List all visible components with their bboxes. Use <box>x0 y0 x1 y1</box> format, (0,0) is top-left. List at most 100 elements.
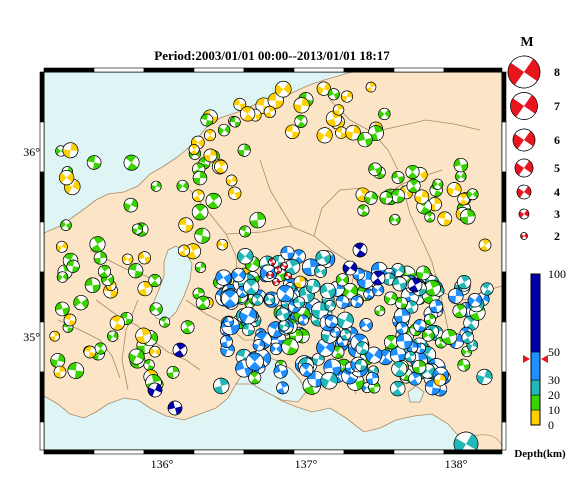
earthquake-event <box>459 208 476 225</box>
earthquake-event <box>229 116 241 128</box>
earthquake-event <box>128 263 144 279</box>
earthquake-event <box>336 311 354 329</box>
earthquake-event <box>390 188 406 204</box>
earthquake-event <box>60 219 72 231</box>
earthquake-event <box>316 127 333 144</box>
earthquake-event <box>368 162 382 177</box>
earthquake-event <box>66 259 80 273</box>
earthquake-event <box>97 264 112 279</box>
hamana-lake <box>407 385 425 403</box>
earthquake-event <box>311 301 329 320</box>
earthquake-event <box>421 328 435 342</box>
earthquake-event <box>73 295 89 311</box>
earthquake-event <box>217 123 231 137</box>
earthquake-event <box>225 174 238 187</box>
earthquake-event <box>412 359 427 374</box>
lon-label-136: 136° <box>151 457 174 471</box>
earthquake-event <box>314 264 327 278</box>
earthquake-event <box>278 320 290 332</box>
earthquake-event <box>327 88 340 101</box>
earthquake-event-shallow <box>433 373 447 387</box>
earthquake-event <box>55 301 70 317</box>
earthquake-event-shallow <box>83 345 97 359</box>
earthquake-event <box>455 170 467 183</box>
earthquake-event <box>274 80 292 98</box>
earthquake-event <box>453 157 468 173</box>
depth-tick-20: 20 <box>548 388 560 402</box>
magnitude-legend-ball <box>518 208 530 220</box>
magnitude-legend-ball <box>507 55 541 89</box>
magnitude-legend-ball <box>514 158 534 178</box>
earthquake-event <box>476 368 493 385</box>
earthquake-event <box>294 114 308 128</box>
depth-band <box>530 379 541 396</box>
earthquake-event <box>406 178 421 193</box>
magnitude-legend-label: 5 <box>554 161 560 175</box>
earthquake-event <box>237 248 254 265</box>
earthquake-event <box>315 249 331 266</box>
magnitude-legend-items: 8 7 6 5 4 3 2 <box>507 55 560 243</box>
earthquake-event-red <box>274 266 282 274</box>
earthquake-event <box>416 265 431 281</box>
earthquake-event <box>355 341 370 355</box>
earthquake-event-red <box>284 272 292 280</box>
earthquake-event <box>239 225 252 238</box>
earthquake-event <box>357 131 373 148</box>
earthquake-event <box>467 293 483 308</box>
earthquake-event <box>332 104 345 116</box>
magnitude-legend-label: 3 <box>554 207 560 221</box>
lon-label-137: 137° <box>295 457 318 471</box>
earthquake-event <box>448 288 464 304</box>
earthquake-event <box>280 245 295 260</box>
earthquake-event-shallow <box>478 238 492 252</box>
map-title: Period:2003/01/01 00:00--2013/01/01 18:1… <box>154 48 390 63</box>
earthquake-event <box>371 283 385 297</box>
earthquake-event <box>452 303 467 319</box>
earthquake-event <box>194 261 207 273</box>
earthquake-event <box>220 289 240 308</box>
earthquake-event <box>339 328 352 341</box>
earthquake-event <box>335 126 348 139</box>
earthquake-event <box>389 214 401 226</box>
earthquake-event <box>263 105 276 118</box>
earthquake-event <box>94 342 107 355</box>
earthquake-event-deep <box>407 277 423 293</box>
earthquake-event <box>273 364 288 379</box>
earthquake-event <box>320 371 338 390</box>
earthquake-event <box>194 227 211 244</box>
earthquake-event <box>128 348 145 365</box>
earthquake-event <box>276 284 295 303</box>
depth-color-bar <box>523 273 548 426</box>
magnitude-legend-label: 7 <box>554 99 560 113</box>
earthquake-event <box>383 291 398 306</box>
earthquake-event <box>281 337 299 356</box>
magnitude-legend: M 8 7 6 5 4 3 2 <box>507 35 560 243</box>
earthquake-event <box>324 314 339 329</box>
earthquake-event <box>405 164 420 180</box>
earthquake-event-deep <box>147 382 163 398</box>
earthquake-event <box>121 253 134 265</box>
earthquake-event <box>293 296 306 309</box>
earthquake-event <box>135 327 152 344</box>
map-frame <box>39 67 507 455</box>
lon-label-138: 138° <box>445 457 468 471</box>
depth-tick-0: 0 <box>548 418 554 432</box>
earthquake-event <box>248 371 262 385</box>
earthquake-event <box>214 159 228 174</box>
earthquake-event <box>143 359 155 371</box>
earthquake-event <box>285 124 300 139</box>
earthquake-event <box>138 251 152 265</box>
earthquake-event <box>245 352 264 371</box>
earthquake-event <box>408 372 422 386</box>
earthquake-event <box>252 339 265 352</box>
earthquake-event <box>177 244 191 257</box>
earthquake-event <box>457 192 470 206</box>
earthquake-event <box>324 300 336 312</box>
earthquake-event <box>297 314 309 326</box>
earthquake-event <box>62 322 74 333</box>
earthquake-events <box>49 80 494 450</box>
earthquake-event <box>149 302 163 316</box>
earthquake-event <box>365 346 383 364</box>
earthquake-event-shallow <box>53 365 67 379</box>
